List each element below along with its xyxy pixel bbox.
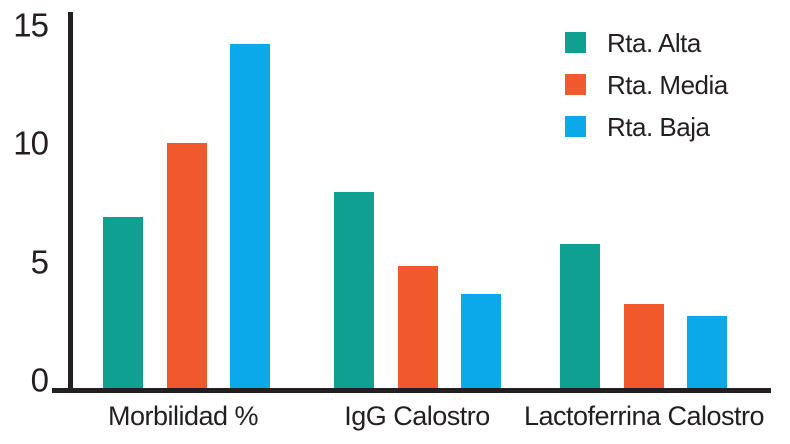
y-tick-label: 15	[13, 6, 49, 44]
bar-rta-media-2	[398, 266, 438, 390]
legend-label: Rta. Media	[607, 69, 728, 100]
x-axis-label: Morbilidad %	[107, 401, 259, 431]
bar-rta-alta-3	[560, 244, 600, 390]
legend-item: Rta. Baja	[565, 111, 728, 142]
legend-label: Rta. Alta	[607, 27, 701, 58]
bar-rta-alta-2	[334, 192, 374, 390]
legend: Rta. Alta Rta. Media Rta. Baja	[565, 27, 728, 158]
bar-rta-baja-1	[230, 44, 270, 390]
y-tick-label: 5	[30, 243, 49, 281]
legend-swatch-icon	[565, 32, 586, 53]
y-tick-label: 0	[30, 361, 49, 399]
legend-swatch-icon	[565, 74, 586, 95]
legend-label: Rta. Baja	[607, 111, 710, 142]
bar-rta-media-1	[167, 143, 207, 390]
legend-swatch-icon	[565, 116, 586, 137]
bar-rta-media-3	[624, 304, 664, 390]
x-axis-label: Lactoferrina Calostro	[523, 401, 765, 431]
bar-rta-baja-2	[461, 294, 501, 390]
x-axis-line	[52, 388, 771, 393]
bar-rta-alta-1	[103, 217, 143, 390]
legend-item: Rta. Alta	[565, 27, 728, 58]
x-axis-label: IgG Calostro	[344, 401, 490, 431]
y-tick-label: 10	[13, 124, 49, 162]
legend-item: Rta. Media	[565, 69, 728, 100]
y-axis-line	[68, 12, 73, 393]
bar-rta-baja-3	[687, 316, 727, 390]
